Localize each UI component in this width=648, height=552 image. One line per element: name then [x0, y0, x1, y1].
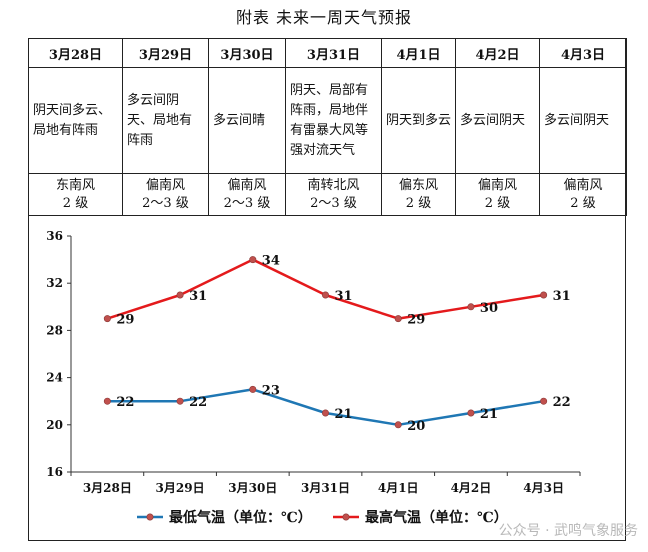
data-point — [103, 397, 111, 405]
data-label: 29 — [116, 313, 134, 328]
wind-direction: 偏南风 — [563, 177, 603, 193]
wind-direction: 南转北风 — [307, 177, 360, 193]
wind-row: 东南风 2 级 偏南风 2～3 级 偏南风 2～3 级 南转北风 2～3 级 偏东风 2 … — [28, 173, 627, 216]
series-line-1 — [106, 258, 544, 320]
data-point — [321, 409, 329, 417]
weather-row: 阴天间多云、局地有阵雨 多云间阴天、局地有阵雨 多云间晴 阴天、局部有阵雨，局地… — [28, 67, 627, 174]
watermark: 公众号 · 武鸣气象服务 — [498, 523, 638, 539]
data-point — [249, 256, 257, 264]
weather-cell: 多云间阴天 — [539, 67, 627, 174]
wind-cell: 偏南风 2～3 级 — [208, 173, 286, 216]
data-point — [394, 315, 402, 323]
y-tick-label: 32 — [46, 276, 63, 290]
wind-level: 2 级 — [62, 195, 89, 211]
data-label: 22 — [189, 395, 207, 410]
y-tick-label: 24 — [46, 371, 63, 385]
y-tick-label: 36 — [46, 229, 63, 243]
data-label: 34 — [262, 254, 280, 269]
x-tick-label: 3月31日 — [301, 481, 350, 495]
temperature-line-chart: 16 20 24 28 32 36 3月28日 3月29日 3月30日 3月31日 4月1日 4月2日… — [46, 229, 581, 526]
x-tick-label: 4月1日 — [378, 481, 419, 495]
data-label: 31 — [189, 289, 207, 304]
data-point — [321, 291, 329, 299]
date-row: 3月28日 3月29日 3月30日 3月31日 4月1日 4月2日 4月3日 — [28, 38, 627, 68]
data-label: 30 — [480, 301, 498, 316]
page-title: 附表 未来一周天气预报 — [235, 8, 413, 27]
x-tick-label: 4月3日 — [523, 481, 564, 495]
date-cell: 3月29日 — [122, 38, 209, 68]
data-point — [176, 291, 184, 299]
data-label: 22 — [116, 395, 134, 410]
wind-level: 2～3 级 — [310, 195, 357, 211]
wind-level: 2～3 级 — [142, 195, 189, 211]
date-cell: 4月1日 — [381, 38, 456, 68]
legend-label-0: 最低气温（单位：℃） — [169, 509, 312, 526]
date-cell: 3月30日 — [208, 38, 286, 68]
wind-cell: 偏南风 2 级 — [455, 173, 540, 216]
x-tick-label: 4月2日 — [451, 481, 492, 495]
legend-marker — [146, 513, 154, 521]
data-label: 31 — [553, 289, 571, 304]
weather-cell: 阴天间多云、局地有阵雨 — [28, 67, 123, 174]
data-point — [176, 397, 184, 405]
wind-cell: 南转北风 2～3 级 — [285, 173, 382, 216]
data-label: 29 — [407, 313, 425, 328]
date-cell: 4月2日 — [455, 38, 540, 68]
wind-cell: 偏东风 2 级 — [381, 173, 456, 216]
series-line-0 — [107, 388, 544, 427]
wind-direction: 偏南风 — [477, 177, 517, 193]
data-point — [103, 315, 111, 323]
data-point — [540, 397, 548, 405]
data-point — [540, 291, 548, 299]
weather-cell: 阴天到多云 — [381, 67, 456, 174]
data-point — [467, 409, 475, 417]
weather-cell: 阴天、局部有阵雨，局地伴有雷暴大风等强对流天气 — [285, 67, 382, 174]
weather-cell: 多云间晴 — [208, 67, 286, 174]
wind-level: 2 级 — [570, 195, 596, 211]
wind-direction: 偏南风 — [227, 177, 267, 193]
date-cell: 4月3日 — [539, 38, 627, 68]
wind-cell: 东南风 2 级 — [28, 173, 123, 216]
wind-cell: 偏南风 2～3 级 — [122, 173, 209, 216]
data-label: 20 — [407, 419, 425, 434]
wind-direction: 东南风 — [55, 177, 95, 193]
data-point — [467, 303, 475, 311]
wind-level: 2～3 级 — [223, 195, 271, 211]
weather-cell: 多云间阴天、局地有阵雨 — [122, 67, 209, 174]
legend-label-1: 最高气温（单位：℃） — [365, 509, 508, 526]
data-label: 21 — [480, 407, 498, 422]
y-tick-label: 20 — [46, 418, 63, 432]
data-label: 22 — [553, 395, 571, 410]
weather-cell: 多云间阴天 — [455, 67, 540, 174]
y-tick-label: 16 — [46, 465, 63, 479]
wind-cell: 偏南风 2 级 — [539, 173, 627, 216]
date-cell: 3月31日 — [285, 38, 382, 68]
date-cell: 3月28日 — [28, 38, 123, 68]
x-tick-label: 3月30日 — [228, 481, 277, 495]
data-point — [249, 385, 257, 393]
data-label: 23 — [262, 383, 280, 398]
data-point — [394, 421, 402, 429]
x-tick-label: 3月28日 — [83, 481, 132, 495]
wind-direction: 偏东风 — [398, 177, 438, 193]
y-tick-label: 28 — [46, 323, 63, 337]
x-tick-label: 3月29日 — [156, 481, 205, 495]
data-label: 31 — [335, 289, 353, 304]
data-label: 21 — [335, 407, 353, 422]
wind-level: 2 级 — [405, 195, 432, 211]
forecast-table: 3月28日 3月29日 3月30日 3月31日 4月1日 4月2日 4月3日 阴… — [28, 38, 627, 216]
wind-level: 2 级 — [484, 195, 511, 211]
wind-direction: 偏南风 — [145, 177, 185, 193]
legend-marker — [342, 513, 350, 521]
